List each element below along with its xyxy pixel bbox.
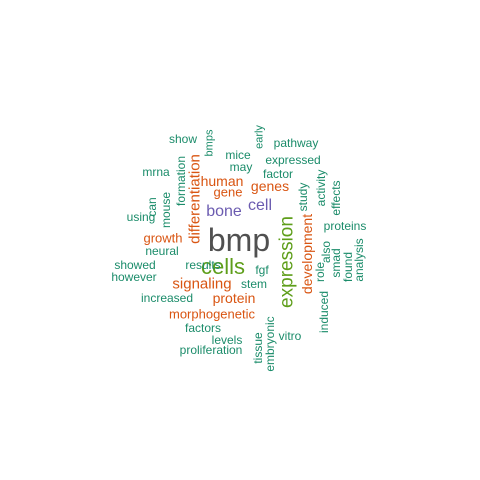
word-fgf: fgf: [255, 263, 269, 277]
word-role: role: [313, 261, 327, 283]
word-expression: expression: [276, 216, 298, 308]
word-development: development: [299, 213, 315, 295]
word-induced: induced: [317, 290, 331, 334]
word-cell: cell: [247, 197, 273, 214]
word-show: show: [168, 132, 198, 146]
word-human: human: [200, 173, 244, 189]
word-bmps: bmps: [203, 129, 216, 157]
word-mrna: mrna: [142, 165, 170, 179]
word-genes: genes: [250, 178, 290, 194]
word-cells: cells: [200, 254, 246, 279]
word-effects: effects: [329, 180, 343, 216]
word-stem: stem: [240, 277, 268, 291]
word-showed: showed: [114, 258, 156, 272]
word-signaling: signaling: [172, 275, 232, 293]
word-differentiation: differentiation: [186, 154, 204, 244]
word-proliferation: proliferation: [179, 343, 243, 357]
word-levels: levels: [211, 333, 243, 347]
word-factors: factors: [184, 321, 222, 335]
word-formation: formation: [174, 155, 188, 207]
word-morphogenetic: morphogenetic: [169, 306, 255, 322]
word-pathway: pathway: [273, 136, 319, 150]
word-embryonic: embryonic: [263, 316, 277, 372]
word-protein: protein: [212, 290, 256, 306]
word-activity: activity: [314, 169, 328, 207]
word-bone: bone: [206, 203, 242, 220]
word-proteins: proteins: [323, 219, 367, 233]
word-using: using: [126, 210, 156, 224]
word-expressed: expressed: [265, 153, 321, 167]
word-results: results: [185, 258, 221, 272]
word-however: however: [111, 270, 157, 284]
word-study: study: [296, 182, 310, 212]
word-neural: neural: [145, 244, 179, 258]
word-bmp: bmp: [207, 222, 271, 258]
word-gene: gene: [213, 184, 243, 200]
word-increased: increased: [140, 291, 194, 305]
word-vitro: vitro: [278, 329, 302, 343]
word-analysis: analysis: [352, 238, 366, 282]
word-mice: mice: [225, 148, 251, 162]
word-factor: factor: [262, 167, 294, 181]
word-may: may: [229, 160, 253, 174]
word-growth: growth: [143, 230, 183, 246]
word-early: early: [253, 125, 266, 149]
word-mouse: mouse: [159, 191, 173, 229]
